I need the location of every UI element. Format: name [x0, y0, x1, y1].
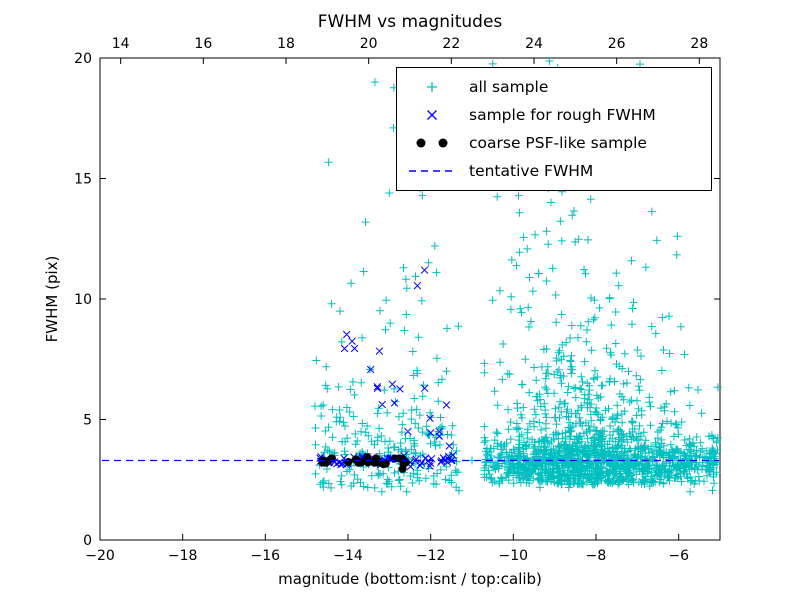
- x-axis-label: magnitude (bottom:isnt / top:calib): [278, 570, 542, 588]
- data-point: [390, 454, 399, 463]
- series-all-sample: [311, 57, 722, 496]
- x-bottom-tick-label: −14: [333, 548, 363, 564]
- y-tick-label: 10: [74, 292, 92, 308]
- legend-label: sample for rough FWHM: [469, 106, 656, 124]
- legend-label: tentative FWHM: [469, 162, 594, 180]
- legend-label: coarse PSF-like sample: [469, 134, 647, 152]
- data-point: [398, 464, 407, 473]
- data-point: [364, 457, 373, 466]
- y-tick-label: 0: [83, 533, 92, 549]
- y-tick-label: 15: [74, 172, 92, 188]
- legend: all sample sample for rough FWHM coarse …: [396, 67, 712, 191]
- x-marker-icon: [427, 110, 437, 120]
- x-bottom-tick-label: −20: [85, 548, 115, 564]
- x-top-tick-label: 24: [525, 36, 543, 52]
- circle-glyph: [416, 138, 426, 148]
- plus-marker-icon: [427, 82, 437, 92]
- y-tick-label: 20: [74, 51, 92, 67]
- x-bottom-tick-label: −12: [416, 548, 446, 564]
- data-point: [357, 458, 366, 467]
- legend-item: coarse PSF-like sample: [405, 130, 703, 156]
- x-bottom-tick-label: −8: [586, 548, 607, 564]
- series-coarse-psf-like-sample: [318, 453, 410, 473]
- x-bottom-tick-label: −18: [168, 548, 198, 564]
- legend-item: sample for rough FWHM: [405, 102, 703, 128]
- x-top-tick-label: 18: [277, 36, 295, 52]
- x-glyph: [427, 110, 437, 120]
- data-point: [381, 459, 390, 468]
- legend-item: tentative FWHM: [405, 158, 703, 184]
- data-point: [401, 458, 410, 467]
- circle-glyph: [438, 138, 448, 148]
- x-bottom-tick-label: −10: [499, 548, 529, 564]
- x-bottom-tick-label: −16: [251, 548, 281, 564]
- data-points: [311, 57, 722, 496]
- axes: −20 −18 −16 −14 −12 −10 −8 −6 14 16 18 20 22 24 26 28 0 5…: [74, 36, 721, 564]
- y-tick-label: 5: [83, 413, 92, 429]
- legend-label: all sample: [469, 78, 549, 96]
- chart-layers: −20 −18 −16 −14 −12 −10 −8 −6 14 16 18 20 22 24 26 28 0 5…: [74, 36, 722, 564]
- x-top-tick-label: 14: [112, 36, 130, 52]
- x-top-tick-label: 28: [690, 36, 708, 52]
- circle-marker-icon: [416, 138, 448, 148]
- data-point: [344, 458, 353, 466]
- legend-item: all sample: [405, 74, 703, 100]
- plus-glyph: [427, 82, 437, 92]
- chart-title: FWHM vs magnitudes: [318, 12, 503, 32]
- x-top-tick-label: 22: [442, 36, 460, 52]
- dashed-line-icon: [409, 170, 457, 172]
- x-top-tick-label: 20: [360, 36, 378, 52]
- x-bottom-tick-label: −6: [668, 548, 689, 564]
- x-top-tick-label: 16: [194, 36, 212, 52]
- x-top-tick-label: 26: [608, 36, 626, 52]
- y-axis-label: FWHM (pix): [43, 256, 61, 343]
